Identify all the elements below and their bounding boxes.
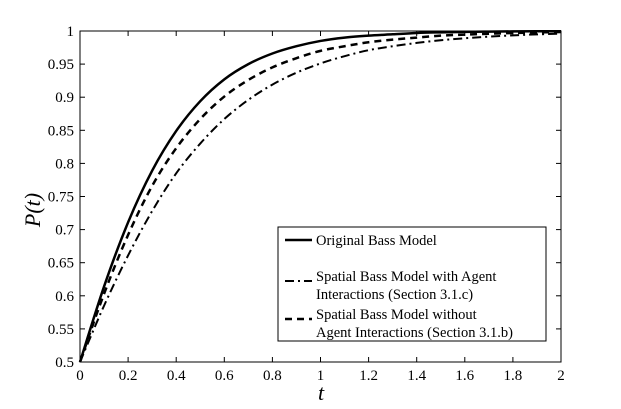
- series-line-1: [78, 29, 562, 363]
- x-tick-label: 0.8: [263, 368, 282, 384]
- y-tick-label: 0.8: [55, 156, 74, 172]
- legend-label-1: Original Bass Model: [316, 233, 437, 249]
- legend-label-2: Spatial Bass Model with Agent: [316, 269, 496, 285]
- x-axis-label: t: [318, 380, 325, 405]
- x-tick-label: 0.4: [167, 368, 186, 384]
- x-tick-label: 0.2: [119, 368, 138, 384]
- y-tick-label: 0.5: [55, 355, 74, 371]
- x-tick-label: 1.2: [359, 368, 378, 384]
- legend-label-3: Agent Interactions (Section 3.1.b): [316, 325, 513, 341]
- series-layer: [78, 29, 562, 363]
- legend-label-2: Interactions (Section 3.1.c): [316, 287, 473, 303]
- series-line-3: [78, 30, 562, 363]
- y-tick-label: 0.9: [55, 90, 74, 106]
- legend: Original Bass Model Spatial Bass Model wi…: [277, 226, 547, 342]
- y-tick-label: 0.95: [48, 57, 74, 73]
- y-tick-label: 0.85: [48, 123, 74, 139]
- y-axis-label: P(t): [20, 193, 45, 228]
- x-tick-label: 1.6: [455, 368, 474, 384]
- x-tick-label: 2: [557, 368, 565, 384]
- x-tick-label: 1: [317, 368, 325, 384]
- x-tick-label: 0: [76, 368, 84, 384]
- y-tick-label: 1: [67, 24, 75, 40]
- x-tick-label: 1.4: [407, 368, 426, 384]
- ticks-layer: 0 0.2 0.4 0.6 0.8 1 1.2 1.4 1.6 1.8 2 0.5 0.55 0.6 0.6…: [48, 24, 565, 384]
- y-tick-label: 0.6: [55, 289, 74, 305]
- y-tick-label: 0.7: [55, 223, 74, 239]
- y-tick-label: 0.75: [48, 190, 74, 206]
- legend-label-3: Spatial Bass Model without: [316, 307, 477, 323]
- x-tick-label: 1.8: [504, 368, 523, 384]
- y-tick-label: 0.65: [48, 256, 74, 272]
- y-tick-label: 0.55: [48, 322, 74, 338]
- legend-box: [277, 226, 547, 342]
- x-tick-label: 0.6: [215, 368, 234, 384]
